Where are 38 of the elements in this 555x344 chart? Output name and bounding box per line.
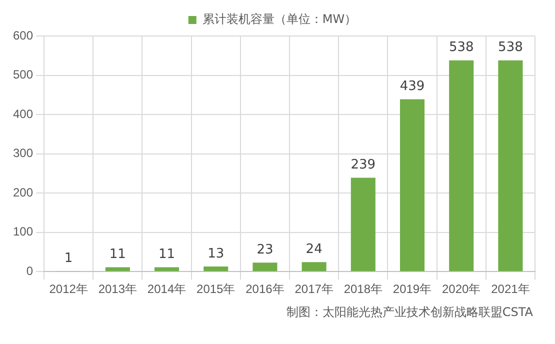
y-tick-label: 0 [26, 264, 34, 278]
data-label: 11 [158, 247, 176, 262]
y-tick-label: 300 [12, 146, 34, 160]
y-tick-label: 100 [12, 224, 34, 239]
bar [498, 60, 523, 272]
y-tick-label: 200 [12, 185, 34, 200]
x-tick-label: 2019年 [392, 282, 432, 296]
data-label: 13 [208, 246, 224, 262]
data-label: 538 [498, 40, 523, 56]
data-label: 239 [350, 158, 376, 173]
legend-label: 累计装机容量（单位：MW） [202, 12, 357, 26]
x-tick-label: 2015年 [196, 282, 236, 296]
y-tick-label: 600 [12, 28, 34, 42]
bar [154, 267, 180, 272]
data-label: 538 [448, 40, 474, 56]
x-tick-label: 2020年 [442, 282, 481, 296]
data-label: 23 [256, 242, 274, 258]
bar [449, 60, 474, 272]
x-tick-label: 2014年 [147, 282, 186, 296]
x-tick-label: 2021年 [491, 282, 530, 296]
bar [400, 99, 425, 272]
x-tick-label: 2012年 [49, 282, 88, 296]
bar [350, 178, 376, 272]
bar [252, 262, 278, 272]
x-tick-label: 2016年 [246, 282, 284, 296]
y-tick-label: 400 [12, 106, 34, 121]
y-tick-label: 500 [12, 68, 34, 82]
data-label: 11 [109, 247, 126, 262]
bar [204, 266, 228, 272]
x-tick-label: 2017年 [294, 282, 334, 296]
bar [105, 267, 130, 272]
data-label: 1 [64, 251, 73, 266]
data-label: 439 [400, 79, 425, 94]
bar [302, 262, 326, 272]
text: 制图：太阳能光热产业技术创新战略联盟CSTA [286, 304, 533, 321]
data-label: 24 [306, 242, 322, 258]
x-tick-label: 2018年 [344, 282, 383, 296]
x-tick-label: 2013年 [98, 282, 138, 296]
